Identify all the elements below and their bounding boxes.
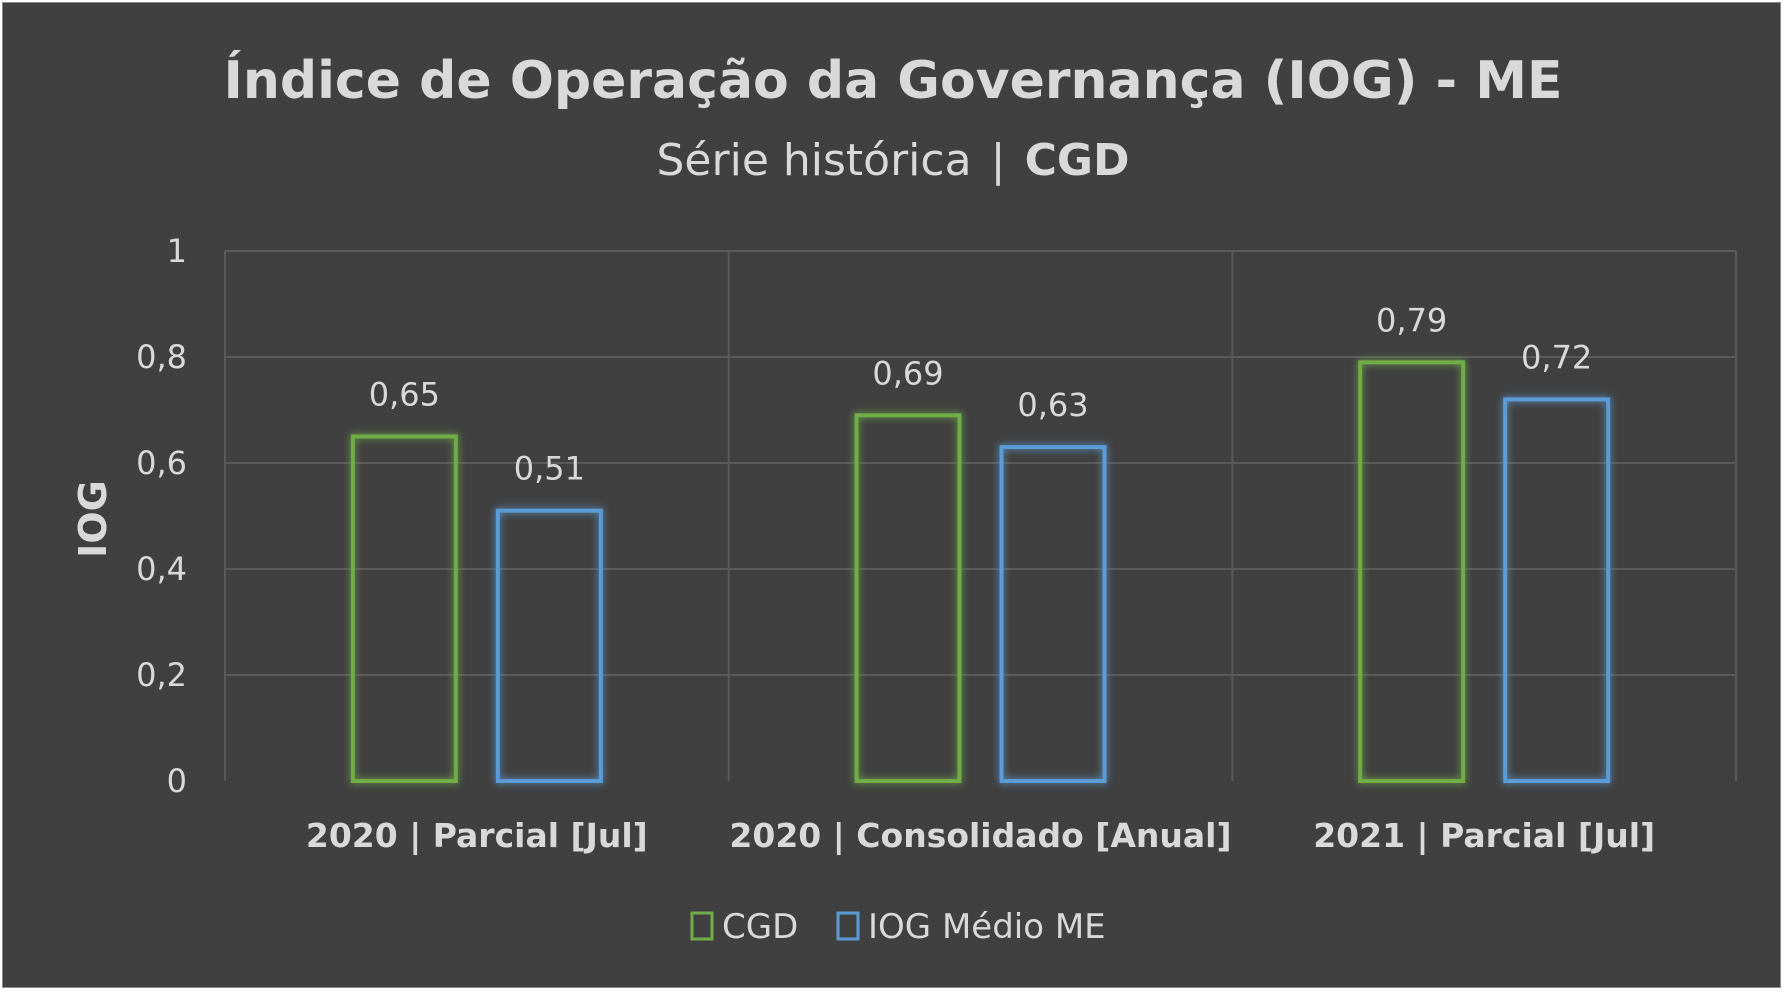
y-tick-label: 0,8 xyxy=(136,338,187,376)
x-category-label: 2021 | Parcial [Jul] xyxy=(1313,816,1655,855)
data-label-iog-m-dio-me: 0,51 xyxy=(514,450,585,488)
x-axis-categories: 2020 | Parcial [Jul] 2020 | Consolidado [… xyxy=(306,816,1655,855)
data-label-cgd: 0,69 xyxy=(872,354,943,392)
chart-subtitle: Série histórica | CGD xyxy=(657,135,1130,186)
data-label-cgd: 0,79 xyxy=(1376,301,1447,339)
y-axis-ticks: 0 0,2 0,4 0,6 0,8 1 xyxy=(136,232,187,800)
bar-iog-m-dio-me xyxy=(495,508,603,783)
chart-title: Índice de Operação da Governança (IOG) -… xyxy=(224,50,1563,111)
subtitle-bold: CGD xyxy=(1025,135,1130,186)
bar-cgd xyxy=(854,413,962,783)
bar-cgd xyxy=(350,434,458,783)
y-tick-label: 0 xyxy=(167,762,187,800)
bar-iog-m-dio-me xyxy=(1503,397,1611,783)
x-category-label: 2020 | Parcial [Jul] xyxy=(306,816,648,855)
legend-label-iog-medio: IOG Médio ME xyxy=(868,907,1106,947)
data-labels: 0,65 0,51 0,69 0,63 0,79 0,72 xyxy=(369,301,1593,487)
data-label-iog-m-dio-me: 0,72 xyxy=(1521,338,1592,376)
y-axis-label: IOG xyxy=(71,480,115,558)
legend: CGD IOG Médio ME xyxy=(690,907,1106,947)
x-category-label: 2020 | Consolidado [Anual] xyxy=(729,816,1231,855)
y-tick-label: 0,2 xyxy=(136,656,187,694)
legend-swatch-cgd xyxy=(690,911,714,941)
bars xyxy=(350,360,1611,783)
y-tick-label: 0,6 xyxy=(136,444,187,482)
y-tick-label: 1 xyxy=(167,232,187,270)
legend-label-cgd: CGD xyxy=(722,907,798,947)
legend-swatch-iog-medio xyxy=(836,911,860,941)
bar-chart: Índice de Operação da Governança (IOG) -… xyxy=(71,50,1737,947)
data-label-iog-m-dio-me: 0,63 xyxy=(1017,386,1088,424)
data-label-cgd: 0,65 xyxy=(369,376,440,414)
subtitle-text: Série histórica xyxy=(657,135,972,186)
bar-iog-m-dio-me xyxy=(999,445,1107,783)
bar-cgd xyxy=(1358,360,1466,783)
subtitle-separator: | xyxy=(991,135,1006,186)
gridlines xyxy=(224,250,1737,781)
y-tick-label: 0,4 xyxy=(136,550,187,588)
